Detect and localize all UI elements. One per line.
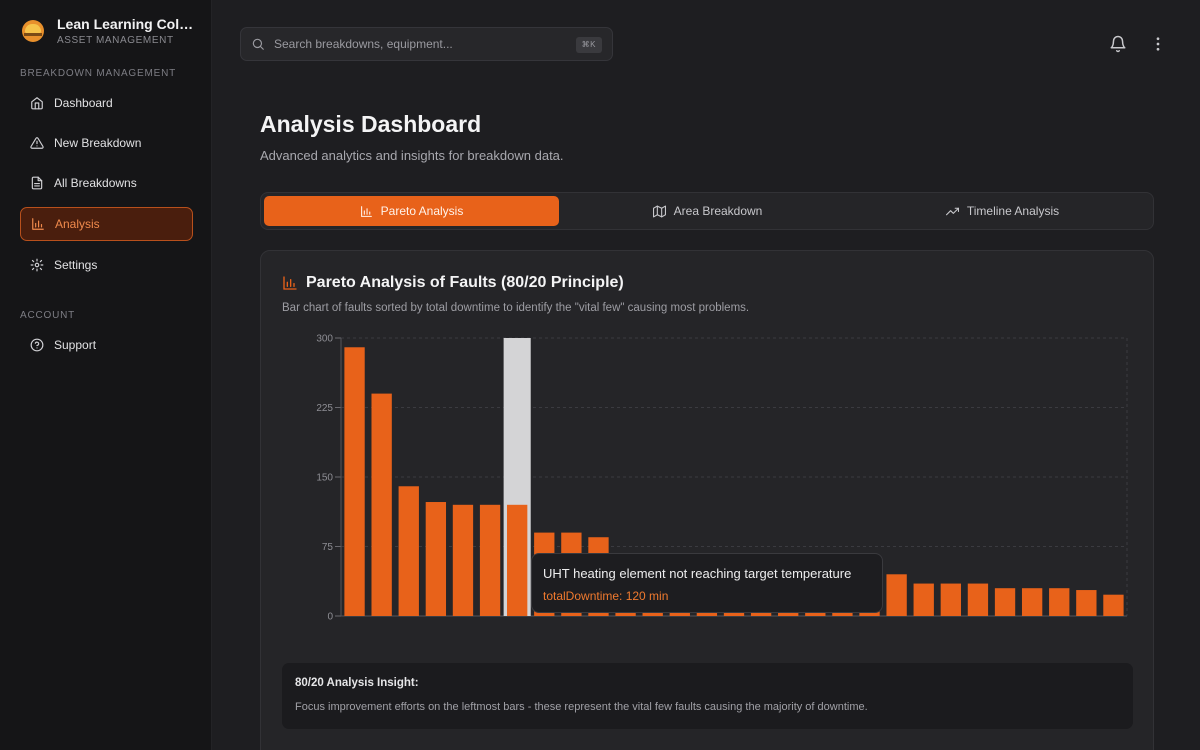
- y-tick-label: 150: [316, 473, 333, 484]
- sidebar-item-settings[interactable]: Settings: [20, 248, 193, 282]
- help-circle-icon: [30, 338, 44, 352]
- y-tick-label: 0: [327, 612, 333, 623]
- y-tick-label: 300: [316, 334, 333, 345]
- bar[interactable]: [967, 583, 989, 616]
- sidebar-item-all-breakdowns[interactable]: All Breakdowns: [20, 166, 193, 200]
- bell-icon[interactable]: [1109, 35, 1127, 53]
- insight-text: Focus improvement efforts on the leftmos…: [295, 701, 868, 713]
- bar[interactable]: [615, 611, 636, 616]
- sidebar-item-label: Settings: [54, 258, 98, 272]
- card-title-text: Pareto Analysis of Faults (80/20 Princip…: [306, 274, 624, 291]
- bar[interactable]: [1076, 590, 1097, 616]
- file-text-icon: [31, 176, 43, 190]
- bar[interactable]: [940, 583, 961, 616]
- bar[interactable]: [778, 611, 799, 616]
- tab-label: Pareto Analysis: [380, 204, 464, 218]
- card-description: Bar chart of faults sorted by total down…: [282, 302, 750, 314]
- alert-triangle-icon: [30, 137, 44, 149]
- bar[interactable]: [913, 583, 934, 616]
- bar[interactable]: [507, 504, 528, 616]
- tab-label: Area Breakdown: [673, 204, 763, 218]
- sidebar-item-support[interactable]: Support: [20, 328, 193, 362]
- bar[interactable]: [398, 486, 419, 616]
- analysis-tabs: Pareto Analysis Area Breakdown Timeline …: [260, 192, 1154, 230]
- page-title: Analysis Dashboard: [260, 111, 482, 137]
- bar[interactable]: [1021, 588, 1043, 616]
- hard-hat-logo-icon: [22, 20, 44, 42]
- sidebar-item-label: Dashboard: [54, 96, 113, 110]
- search-bar[interactable]: ⌘K: [240, 27, 613, 61]
- bar[interactable]: [723, 611, 745, 616]
- bar[interactable]: [452, 504, 474, 616]
- brand[interactable]: Lean Learning Colle... ASSET MANAGEMENT: [22, 16, 197, 46]
- tooltip-value: totalDowntime: 120 min: [543, 589, 669, 603]
- bar[interactable]: [1049, 588, 1070, 616]
- search-input[interactable]: [274, 37, 554, 51]
- page-subtitle: Advanced analytics and insights for brea…: [260, 148, 564, 163]
- sidebar-item-label: Support: [54, 338, 97, 352]
- app-subtitle: ASSET MANAGEMENT: [57, 35, 174, 46]
- pareto-card: Pareto Analysis of Faults (80/20 Princip…: [260, 250, 1154, 750]
- bar[interactable]: [750, 611, 772, 616]
- gear-icon: [30, 258, 44, 272]
- y-tick-label: 225: [316, 403, 333, 414]
- section-label-breakdown-management: BREAKDOWN MANAGEMENT: [20, 68, 177, 79]
- sidebar-item-analysis[interactable]: Analysis: [20, 207, 193, 241]
- sidebar-item-label: All Breakdowns: [54, 176, 137, 190]
- tab-timeline-analysis[interactable]: Timeline Analysis: [855, 196, 1150, 226]
- bar[interactable]: [479, 504, 501, 616]
- map-icon: [652, 205, 666, 217]
- bar[interactable]: [344, 347, 365, 616]
- bar-chart-icon: [360, 205, 372, 217]
- bar[interactable]: [1103, 594, 1124, 616]
- bar[interactable]: [696, 611, 718, 616]
- sidebar-item-label: New Breakdown: [54, 136, 142, 150]
- bar[interactable]: [371, 393, 392, 616]
- search-icon: [252, 38, 264, 50]
- keyboard-shortcut-badge: ⌘K: [575, 37, 602, 53]
- tooltip-title: UHT heating element not reaching target …: [543, 566, 852, 581]
- tab-area-breakdown[interactable]: Area Breakdown: [560, 196, 855, 226]
- bar[interactable]: [425, 502, 447, 616]
- home-icon: [31, 97, 43, 110]
- bar-chart-icon: [283, 276, 297, 290]
- sidebar-item-dashboard[interactable]: Dashboard: [20, 86, 193, 120]
- bar[interactable]: [994, 588, 1016, 616]
- y-tick-label: 75: [322, 542, 334, 553]
- bar[interactable]: [859, 611, 880, 616]
- card-title: Pareto Analysis of Faults (80/20 Princip…: [282, 274, 624, 292]
- insight-panel: 80/20 Analysis Insight: Focus improvemen…: [282, 663, 1133, 729]
- trending-up-icon: [945, 207, 959, 215]
- bar[interactable]: [642, 611, 663, 616]
- bar[interactable]: [886, 574, 907, 616]
- insight-title: 80/20 Analysis Insight:: [295, 677, 419, 689]
- bar[interactable]: [832, 611, 853, 616]
- app-name: Lean Learning Colle...: [57, 16, 197, 32]
- bar[interactable]: [805, 611, 826, 616]
- section-label-account: ACCOUNT: [20, 310, 76, 321]
- bar[interactable]: [669, 611, 690, 616]
- sidebar: Lean Learning Colle... ASSET MANAGEMENT …: [0, 0, 212, 750]
- tab-label: Timeline Analysis: [966, 204, 1060, 218]
- sidebar-item-label: Analysis: [55, 217, 100, 231]
- chart-tooltip: UHT heating element not reaching target …: [531, 553, 883, 613]
- bar-chart-icon: [32, 218, 44, 230]
- more-vertical-icon[interactable]: [1149, 35, 1167, 53]
- tab-pareto-analysis[interactable]: Pareto Analysis: [264, 196, 559, 226]
- sidebar-item-new-breakdown[interactable]: New Breakdown: [20, 126, 193, 160]
